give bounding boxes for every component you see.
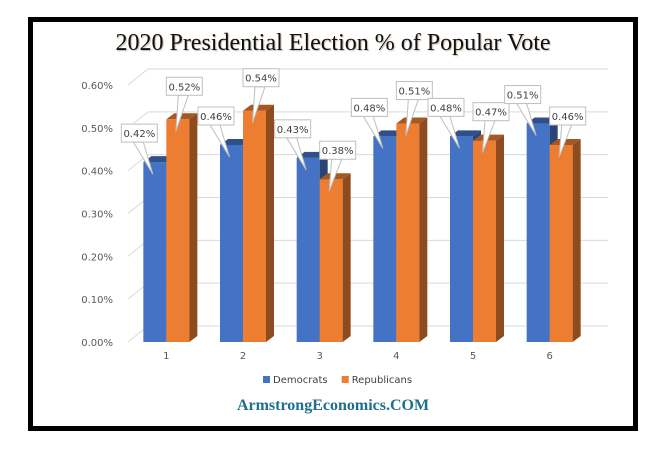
bar-republicans (549, 144, 573, 342)
bar-republicans (166, 119, 190, 343)
chart-frame: 2020 Presidential Election % of Popular … (28, 17, 638, 431)
y-tick-label: 0.10% (81, 295, 113, 306)
x-tick-label: 2 (240, 351, 246, 362)
data-label-box (427, 97, 465, 117)
data-label-box (549, 106, 587, 126)
brand-watermark: ArmstrongEconomics.COM (236, 397, 430, 414)
y-tick-label: 0.50% (81, 124, 113, 135)
bar-side (266, 104, 274, 342)
bar-democrats (373, 136, 397, 342)
legend-swatch (263, 376, 270, 383)
data-label-box (350, 97, 388, 117)
chart-plot: 0.00% 0.10% 0.20% 0.30% 0.40% 0.50% 0.60% 0.42%… (81, 68, 608, 386)
data-label-box (274, 119, 312, 139)
data-label: 0.42% (123, 129, 155, 140)
data-label: 0.48% (353, 103, 385, 114)
data-label: 0.46% (200, 112, 232, 123)
x-tick-label: 3 (316, 351, 322, 362)
legend-swatch (341, 376, 349, 383)
legend-label: Republicans (352, 375, 412, 386)
x-tick-label: 5 (470, 351, 476, 362)
data-label: 0.51% (398, 87, 430, 98)
legend-label: Democrats (273, 375, 328, 386)
bar-democrats (143, 162, 167, 342)
bar-republicans (396, 123, 420, 342)
chart-title: 2020 Presidential Election % of Popular … (115, 30, 551, 56)
data-label: 0.54% (245, 74, 277, 85)
bar-top (243, 104, 274, 111)
data-label-box (504, 85, 542, 105)
y-tick-label: 0.60% (81, 81, 113, 92)
data-label: 0.43% (277, 125, 309, 136)
x-tick-label: 4 (393, 351, 399, 362)
bar-side (189, 113, 198, 343)
data-label-box (120, 123, 158, 143)
bar-republicans (243, 110, 266, 342)
bar-side (496, 134, 504, 342)
y-tick-label: 0.20% (81, 252, 113, 263)
x-tick-label: 1 (163, 351, 169, 362)
data-label-box (197, 106, 235, 126)
bar-democrats (450, 136, 473, 342)
data-label: 0.48% (430, 103, 462, 114)
data-label-box (472, 102, 510, 122)
x-tick-label: 6 (546, 351, 552, 362)
bar-top (396, 117, 428, 124)
y-tick-label: 0.40% (81, 167, 113, 178)
data-label: 0.46% (552, 112, 584, 123)
bar-top (450, 130, 481, 137)
bar-side (572, 138, 581, 342)
data-label: 0.51% (507, 91, 539, 102)
data-label: 0.52% (168, 82, 200, 93)
data-label-box (242, 68, 280, 88)
data-label-box (319, 140, 357, 160)
bar-side (342, 173, 351, 342)
y-tick-label: 0.00% (81, 338, 113, 349)
y-tick-label: 0.30% (81, 210, 113, 221)
data-label: 0.38% (322, 146, 354, 157)
data-label: 0.47% (475, 108, 507, 119)
data-label-box (395, 81, 433, 101)
bar-democrats (526, 123, 550, 342)
bar-side (419, 117, 428, 342)
bar-democrats (296, 157, 320, 342)
bar-top (166, 113, 198, 120)
bar-republicans (319, 179, 343, 342)
gridline-depth (127, 68, 149, 86)
data-label-box (165, 76, 203, 96)
bar-republicans (473, 140, 496, 342)
bar-democrats (220, 144, 243, 342)
